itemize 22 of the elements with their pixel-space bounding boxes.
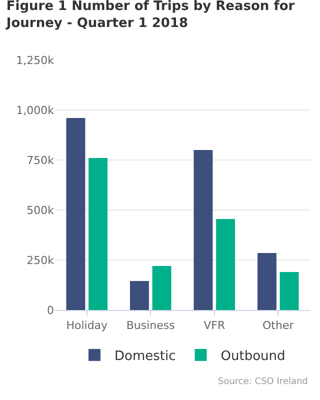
bar (130, 281, 149, 310)
chart-title: Figure 1 Number of Trips by Reason for Journey - Quarter 1 2018 (5, 0, 296, 31)
bar (280, 272, 299, 310)
bar (194, 150, 213, 310)
bar (66, 118, 86, 310)
legend-label: Outbound (220, 349, 286, 364)
x-tick-label: Business (126, 319, 176, 332)
y-tick-label: 0 (47, 304, 54, 317)
y-tick-label: 1,250k (16, 54, 55, 67)
y-tick-label: 750k (26, 154, 55, 167)
bar (88, 158, 108, 310)
y-tick-label: 1,000k (16, 104, 55, 117)
legend-label: Domestic (114, 349, 176, 364)
x-tick-label: Other (262, 319, 294, 332)
x-tick-label: Holiday (66, 319, 108, 332)
x-tick-label: VFR (204, 319, 226, 332)
bar (257, 253, 276, 310)
bar (152, 266, 172, 310)
bar (216, 219, 236, 310)
y-tick-label: 500k (26, 204, 55, 217)
y-tick-label: 250k (26, 254, 55, 267)
source-note: Source: CSO Ireland (218, 377, 308, 387)
